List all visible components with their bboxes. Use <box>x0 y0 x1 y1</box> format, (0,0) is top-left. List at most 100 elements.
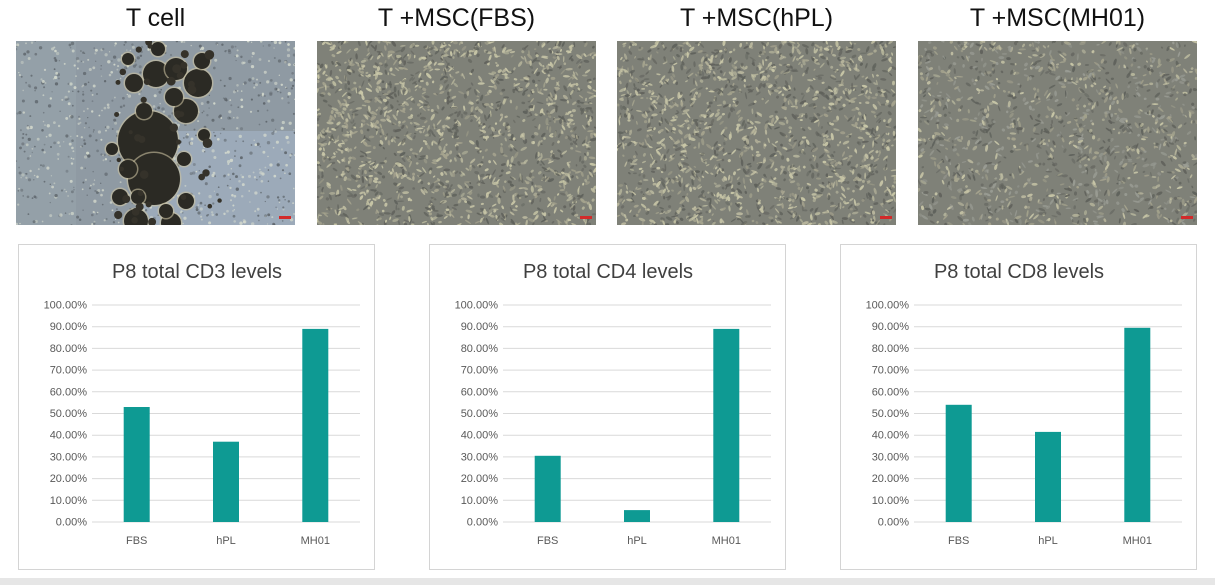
cell-speck <box>870 208 874 216</box>
cell-speck <box>863 124 868 128</box>
cell-speck <box>346 187 353 192</box>
cell-speck <box>872 65 875 69</box>
cell-speck <box>561 124 566 131</box>
cell-speck <box>476 101 479 105</box>
cell-speck <box>329 46 335 49</box>
cell-speck <box>427 104 430 109</box>
cell-speck <box>855 63 858 71</box>
cell-speck <box>797 116 801 119</box>
cell-speck <box>1109 86 1111 91</box>
cell-speck <box>367 206 371 210</box>
cell-speck <box>676 54 680 58</box>
cell-speck <box>528 105 535 109</box>
cell-speck <box>229 178 231 180</box>
cell-speck <box>412 175 415 182</box>
cell-speck <box>560 209 564 213</box>
cell-speck <box>288 121 292 125</box>
cell-speck <box>451 135 454 139</box>
cell-speck <box>455 144 459 151</box>
cell-speck <box>882 55 887 58</box>
cell-speck <box>326 183 332 189</box>
cell-speck <box>825 94 830 100</box>
cell-speck <box>1172 41 1175 45</box>
cell-speck <box>266 141 271 145</box>
cell-speck <box>442 145 446 153</box>
cell-speck <box>346 131 349 134</box>
cell-speck <box>771 182 778 186</box>
cell-speck <box>624 87 626 92</box>
cell-speck <box>82 91 84 93</box>
cell-speck <box>1181 221 1186 225</box>
cell-speck <box>670 215 679 218</box>
cell-speck <box>213 102 216 105</box>
cell-speck <box>379 123 383 129</box>
cell-speck <box>254 210 257 213</box>
cell-speck <box>325 77 333 81</box>
cell-speck <box>756 66 759 71</box>
cell-speck <box>435 93 439 95</box>
cell-speck <box>548 102 551 107</box>
cell-speck <box>774 110 778 114</box>
cell-speck <box>875 93 878 97</box>
cell-speck <box>193 128 196 131</box>
cell-speck <box>934 50 938 55</box>
cell-speck <box>26 126 30 130</box>
cell-speck <box>445 51 448 55</box>
cell-speck <box>941 132 945 136</box>
cell-speck <box>939 144 945 147</box>
cell-speck <box>112 221 116 224</box>
cell-speck <box>877 151 881 158</box>
cell-speck <box>317 134 321 140</box>
cell-speck <box>713 182 717 185</box>
micrograph-image-msc-hpl <box>617 41 896 225</box>
cell-speck <box>351 69 355 73</box>
cell-speck <box>391 123 395 126</box>
cell-speck <box>476 116 481 122</box>
cell-speck <box>118 111 121 114</box>
cell-speck <box>577 63 582 68</box>
cell-speck <box>1057 173 1063 176</box>
cell-speck <box>847 146 850 149</box>
cell-speck <box>636 89 639 93</box>
cell-speck <box>722 100 726 105</box>
cell-speck <box>41 164 45 168</box>
cell-speck <box>336 50 342 55</box>
cell-speck <box>531 90 535 94</box>
cell-speck <box>798 150 805 154</box>
cell-speck <box>845 135 850 138</box>
cell-speck <box>488 72 495 76</box>
cell-speck <box>553 157 561 160</box>
cell-speck <box>93 47 95 49</box>
cell-speck <box>685 168 692 174</box>
cell-speck <box>364 153 367 157</box>
cell-speck <box>88 187 92 190</box>
cell-cluster <box>204 50 215 60</box>
cell-speck <box>45 135 48 138</box>
cell-speck <box>32 220 36 224</box>
cell-speck <box>783 41 787 44</box>
cell-speck <box>758 82 763 90</box>
cell-speck <box>846 48 852 51</box>
cell-speck <box>338 207 344 211</box>
cell-speck <box>342 205 347 211</box>
cell-speck <box>56 152 60 156</box>
cell-speck <box>1124 56 1128 60</box>
cell-speck <box>815 90 819 94</box>
cell-speck <box>588 156 596 160</box>
cell-speck <box>289 156 292 159</box>
cell-speck <box>231 194 234 197</box>
cell-speck <box>323 212 329 218</box>
cell-speck <box>682 162 690 166</box>
cell-speck <box>581 167 585 172</box>
cell-speck <box>690 175 695 181</box>
cell-speck <box>1028 222 1035 225</box>
cell-speck <box>545 97 549 102</box>
cell-speck <box>584 42 588 48</box>
cell-speck <box>790 105 796 108</box>
cell-speck <box>679 152 685 157</box>
cell-speck <box>411 152 419 156</box>
cell-speck <box>453 82 459 88</box>
cell-speck <box>951 100 956 105</box>
cell-speck <box>367 105 371 112</box>
cell-speck <box>399 151 406 157</box>
